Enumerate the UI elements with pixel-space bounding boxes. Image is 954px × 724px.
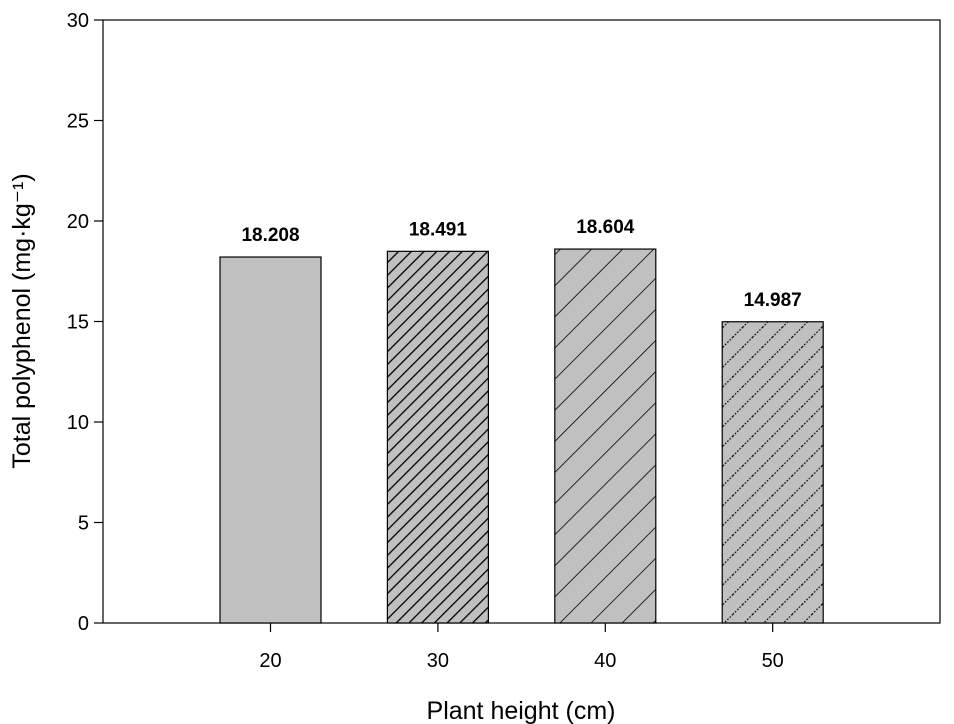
y-tick-label: 5 [78, 513, 89, 535]
data-label-20: 18.208 [241, 225, 299, 246]
x-tick-label: 50 [762, 650, 784, 672]
y-tick-label: 20 [67, 211, 89, 233]
x-axis: 20 30 40 50 [259, 623, 784, 672]
bar-40 [554, 248, 657, 624]
y-tick-label: 10 [67, 412, 89, 434]
x-tick-label: 40 [594, 650, 616, 672]
y-tick-label: 30 [67, 10, 89, 32]
y-axis-title: Total polyphenol (mg·kg⁻¹) [8, 173, 36, 468]
data-label-40: 18.604 [576, 217, 635, 238]
data-label-50: 14.987 [744, 290, 802, 311]
x-axis-title: Plant height (cm) [427, 697, 616, 724]
data-labels: 18.208 18.491 18.604 14.987 [241, 217, 801, 311]
y-tick-label: 0 [78, 613, 89, 635]
bar-20 [219, 256, 322, 624]
y-tick-label: 15 [67, 312, 89, 334]
bar-50 [721, 321, 824, 624]
x-tick-label: 20 [259, 650, 281, 672]
bar-30 [386, 250, 489, 624]
x-tick-label: 30 [427, 650, 449, 672]
y-axis: 0 5 10 15 20 25 30 [67, 10, 103, 635]
y-tick-label: 25 [67, 111, 89, 133]
bars [219, 248, 824, 624]
data-label-30: 18.491 [409, 219, 468, 240]
